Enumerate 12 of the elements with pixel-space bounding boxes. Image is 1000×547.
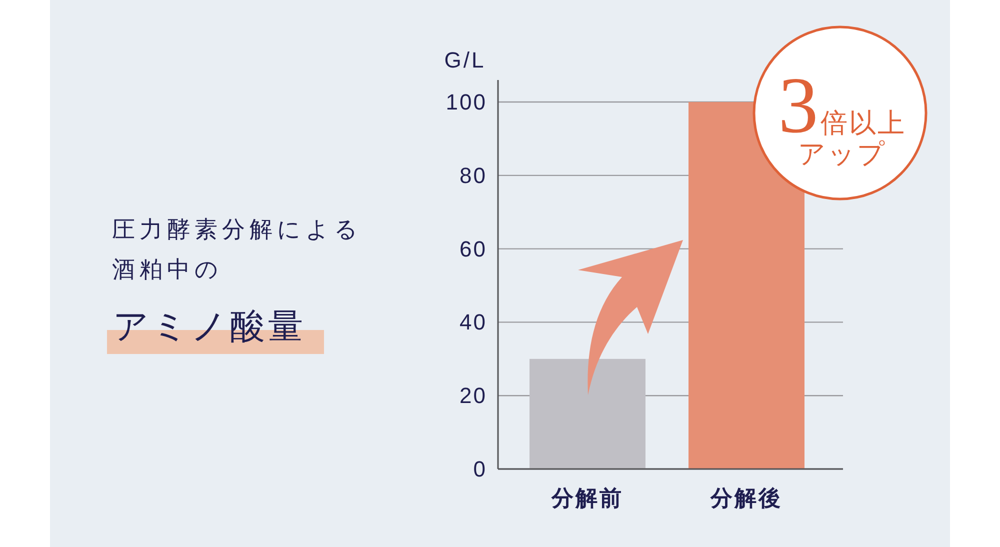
text: アミノ酸量 [113,306,306,348]
annotation: 3倍以上アップ [777,62,907,170]
y-tick-label: 40 [460,310,487,335]
y-tick-label: 100 [446,90,487,115]
x-tick-label: 分解後 [710,486,782,510]
y-axis-title: G/L [444,48,486,72]
y-tick-label: 80 [460,162,487,188]
y-tick-label: 20 [460,383,487,408]
y-tick-label: 0 [473,456,487,482]
x-tick-label: 分解前 [550,486,624,510]
y-tick-label: 60 [460,236,487,262]
text: 圧力酵素分解による酒粕中の [112,215,364,284]
